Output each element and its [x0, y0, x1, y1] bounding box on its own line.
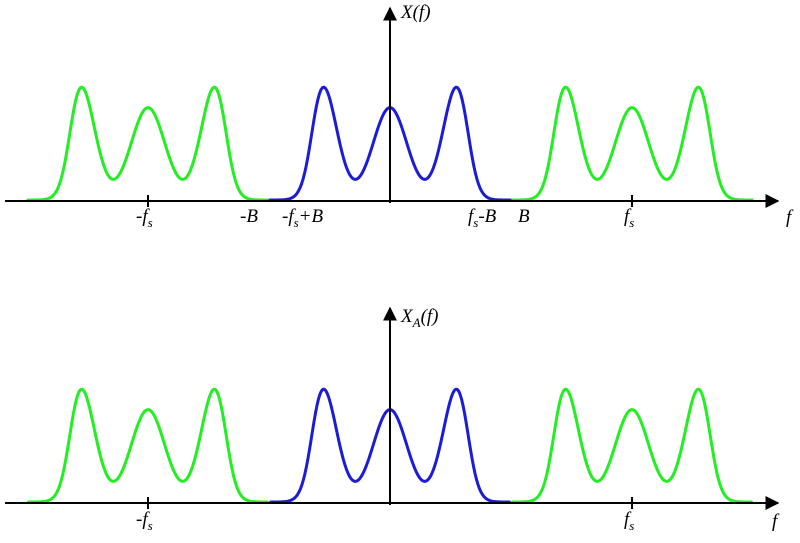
- bottom-spectrum-curves: [27, 387, 753, 504]
- top-tick-fs-minus-B-post: -B: [478, 206, 496, 227]
- top-tick-fs-minus-B-pre: f: [468, 206, 476, 227]
- top-tick-fs-minus-B-sub: s: [473, 215, 478, 230]
- top-tick-fs-pre: f: [624, 206, 632, 227]
- bottom-y-label-sub: A: [412, 315, 421, 330]
- top-tick-label-neg-B: -B: [240, 206, 258, 227]
- bottom-plot: XA(f) f -fs fs: [5, 306, 780, 533]
- top-right-replica-spectrum: [510, 85, 754, 202]
- top-tick-label-neg-fs: -fs: [136, 206, 153, 230]
- bottom-tick-fs-pre: f: [624, 509, 632, 530]
- top-tick-fs-sub: s: [629, 215, 634, 230]
- top-y-label-arg: (f): [413, 2, 431, 23]
- top-plot: X(f) f -fs -B -fs+B fs-B B fs: [5, 2, 794, 230]
- top-y-axis-label: X(f): [400, 2, 431, 23]
- bottom-right-aliased-spectrum: [511, 387, 753, 504]
- top-tick-neg-fs-plus-B-post: +B: [299, 206, 324, 227]
- top-tick-neg-fs-sub: s: [148, 215, 153, 230]
- top-x-axis-label: f: [786, 207, 794, 228]
- top-tick-neg-fs-plus-B-sub: s: [294, 215, 299, 230]
- top-left-replica-spectrum: [26, 85, 270, 202]
- top-tick-label-fs-minus-B: fs-B: [468, 206, 497, 230]
- top-tick-neg-fs-pre: -f: [136, 206, 150, 227]
- bottom-y-axis-label: XA(f): [400, 306, 439, 330]
- top-y-label-base: X: [400, 2, 414, 23]
- top-tick-label-B: B: [518, 206, 530, 227]
- bottom-tick-fs-sub: s: [629, 518, 634, 533]
- bottom-tick-label-fs: fs: [624, 509, 634, 533]
- top-tick-label-neg-fs-plus-B: -fs+B: [282, 206, 323, 230]
- bottom-tick-label-neg-fs: -fs: [136, 509, 153, 533]
- bottom-tick-neg-fs-pre: -f: [136, 509, 150, 530]
- bottom-left-aliased-spectrum: [27, 387, 269, 504]
- bottom-x-axis-label: f: [772, 511, 780, 532]
- bottom-y-label-arg: (f): [421, 306, 439, 327]
- top-tick-neg-fs-plus-B-pre: -f: [282, 206, 296, 227]
- bottom-y-label-base: X: [400, 306, 414, 327]
- top-tick-label-fs: fs: [624, 206, 634, 230]
- bottom-tick-neg-fs-sub: s: [148, 518, 153, 533]
